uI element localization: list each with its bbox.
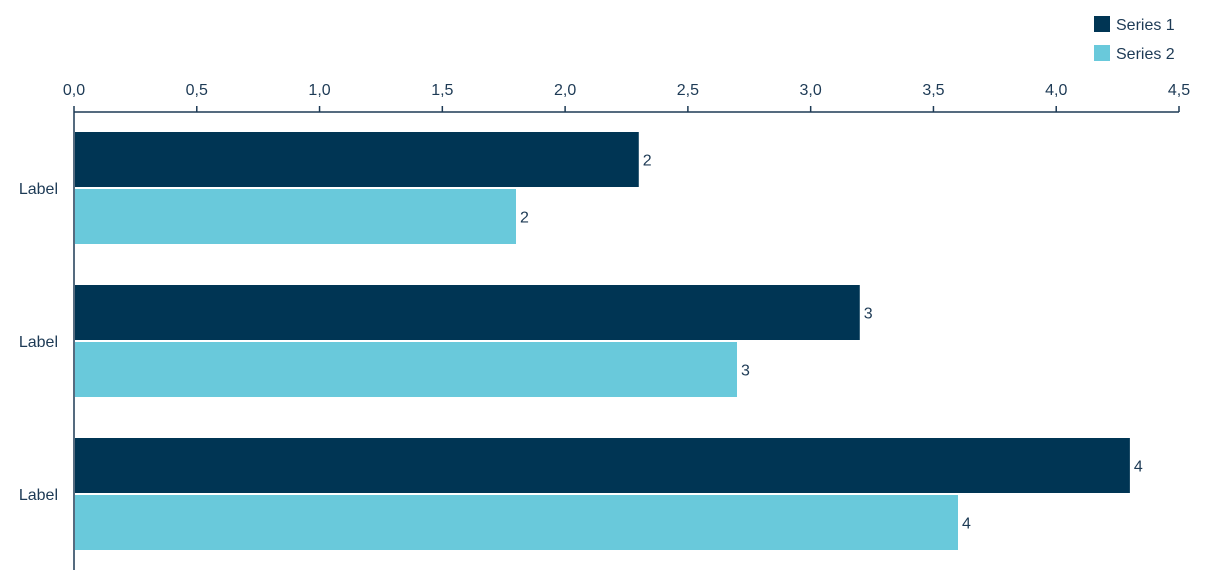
data-label: 4 [962,516,971,533]
bar [75,342,737,397]
x-tick-label: 1,0 [308,82,330,99]
x-tick-label: 4,0 [1045,82,1067,99]
x-tick-label: 0,0 [63,82,85,99]
x-tick-label: 3,5 [922,82,944,99]
legend-swatch [1094,45,1110,61]
x-tick-label: 4,5 [1168,82,1190,99]
x-tick-label: 1,5 [431,82,453,99]
x-tick-label: 0,5 [186,82,208,99]
data-label: 4 [1134,459,1143,476]
data-label: 3 [864,306,873,323]
legend: Series 1 Series 2 [1094,16,1175,63]
category-label: Label [19,334,58,351]
legend-label: Series 2 [1116,46,1175,63]
bar [75,495,958,550]
y-axis: Label Label Label [19,112,75,570]
category-label: Label [19,487,58,504]
x-tick-label: 2,5 [677,82,699,99]
category-label: Label [19,181,58,198]
data-label: 3 [741,363,750,380]
bar [75,438,1130,493]
data-label: 2 [520,210,529,227]
bars: 2 2 3 3 4 4 [75,132,1143,550]
bar [75,285,860,340]
x-axis: 0,0 0,5 1,0 1,5 2,0 2,5 3,0 3,5 4,0 4,5 [63,82,1190,113]
bar [75,189,516,244]
x-tick-label: 2,0 [554,82,576,99]
bar [75,132,639,187]
legend-label: Series 1 [1116,17,1175,34]
legend-swatch [1094,16,1110,32]
data-label: 2 [643,153,652,170]
x-tick-label: 3,0 [800,82,822,99]
